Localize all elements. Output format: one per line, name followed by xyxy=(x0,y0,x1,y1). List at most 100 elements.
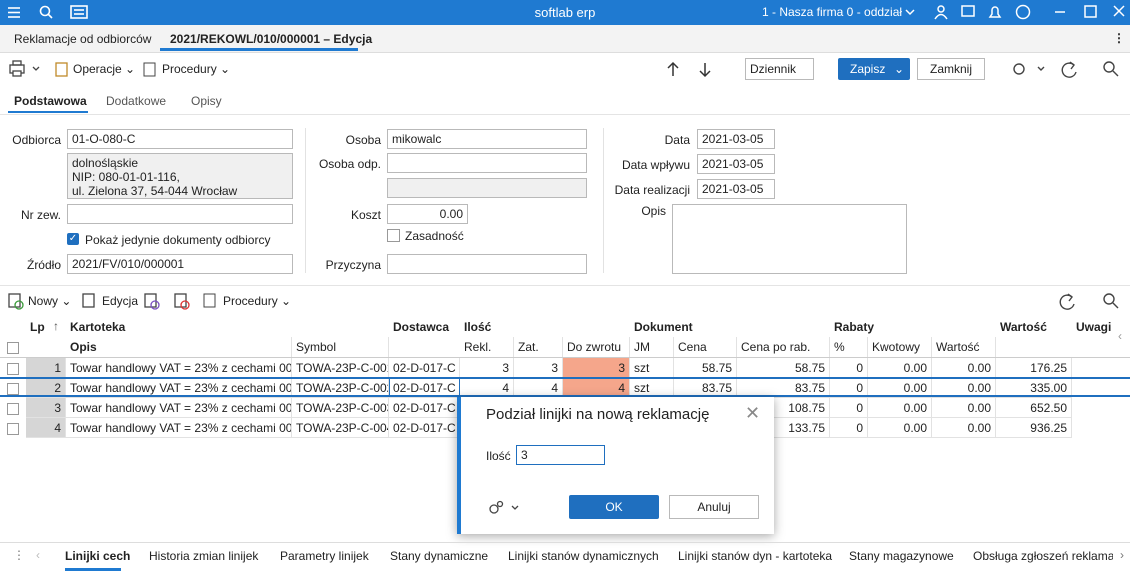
grid-toolbar-icons xyxy=(8,293,190,310)
table-cell: 133.75 xyxy=(737,418,830,438)
new-button[interactable]: Nowy ⌄ xyxy=(28,294,72,308)
table-cell: 108.75 xyxy=(737,398,830,418)
nav-arrows[interactable] xyxy=(666,60,716,78)
procedures-label: Procedury xyxy=(162,62,217,76)
address-line: ul. Zielona 37, 54-044 Wrocław xyxy=(72,184,238,198)
description-input[interactable] xyxy=(672,204,907,274)
checkbox[interactable] xyxy=(7,383,19,395)
bottom-tab[interactable]: Linijki stanów dyn - kartoteka xyxy=(678,549,833,563)
tabs-left[interactable]: ‹ xyxy=(36,548,40,562)
sort-icon[interactable]: ↑ xyxy=(53,319,59,333)
bottom-tab[interactable]: Parametry linijek xyxy=(280,549,369,563)
ok-button[interactable]: OK xyxy=(569,495,659,519)
person-resp-name xyxy=(387,178,587,198)
checkbox[interactable] xyxy=(7,363,19,375)
source-select[interactable]: 2021/FV/010/000001 xyxy=(67,254,293,274)
only-docs-label: Pokaż jedynie dokumenty odbiorcy xyxy=(85,233,271,247)
save-label: Zapisz xyxy=(850,62,886,76)
grid-procedures-button[interactable]: Procedury ⌄ xyxy=(223,294,292,308)
app-name: softlab erp xyxy=(534,5,596,20)
bottom-tab[interactable]: Obsługa zgłoszeń reklamacy xyxy=(973,549,1113,563)
bottom-tab-active[interactable]: Linijki cech xyxy=(65,549,131,563)
bottom-tab[interactable]: Stany dynamiczne xyxy=(390,549,489,563)
qty-input[interactable]: 3 xyxy=(516,445,605,465)
date-input[interactable]: 2021-03-05 xyxy=(697,129,775,149)
bottom-tab[interactable]: Stany magazynowe xyxy=(849,549,954,563)
address-line: dolnośląskie xyxy=(72,156,139,170)
cost-label: Koszt xyxy=(350,208,381,222)
procedures-button[interactable]: Procedury ⌄ xyxy=(162,62,231,76)
checkbox[interactable] xyxy=(7,403,19,415)
operations-label: Operacje xyxy=(73,62,122,76)
close-button[interactable]: Zamknij xyxy=(917,58,985,80)
edit-button[interactable]: Edycja xyxy=(102,294,139,308)
cell-focus xyxy=(389,377,460,397)
date-done-label: Data realizacji xyxy=(614,183,690,197)
doc-tab-active[interactable]: 2021/REKOWL/010/000001 – Edycja xyxy=(170,32,373,46)
divider xyxy=(305,128,306,273)
dialog-title: Podział linijki na nową reklamację xyxy=(486,406,710,423)
table-cell: Towar handlowy VAT = 23% z cechami 004 xyxy=(66,418,292,438)
column-group-header: Kartoteka xyxy=(70,320,126,334)
table-cell: 4 xyxy=(26,418,66,438)
column-group-header: Wartość xyxy=(1000,320,1047,334)
column-group-header: Dokument xyxy=(634,320,693,334)
table-cell: 83.75 xyxy=(737,378,830,398)
checkbox[interactable] xyxy=(7,342,19,354)
journal-label: Dziennik xyxy=(750,62,797,76)
date-received-label: Data wpływu xyxy=(621,158,690,172)
table-cell: 0 xyxy=(830,378,868,398)
row-selection xyxy=(0,377,1130,397)
cost-input[interactable]: 0.00 xyxy=(387,204,468,224)
bottom-tab[interactable]: Historia zmian linijek xyxy=(149,549,259,563)
column-group-header: Lp xyxy=(30,320,45,334)
cancel-button[interactable]: Anuluj xyxy=(669,495,759,519)
form-tab[interactable]: Dodatkowe xyxy=(106,94,167,108)
reason-select[interactable] xyxy=(387,254,587,274)
more-menu[interactable]: ⋮ xyxy=(1113,31,1125,45)
dialog-settings[interactable] xyxy=(487,499,523,517)
company-select[interactable]: 1 - Nasza firma 0 - oddział xyxy=(762,5,903,19)
column-header: JM xyxy=(630,337,674,357)
checkbox-checked[interactable]: ✓ xyxy=(67,233,79,245)
table-cell: 0.00 xyxy=(868,378,932,398)
table-cell: 0 xyxy=(830,398,868,418)
tabs-right[interactable]: › xyxy=(1120,548,1124,562)
person-select[interactable]: mikowalc xyxy=(387,129,587,149)
table-cell: TOWA-23P-C-003 xyxy=(292,398,389,418)
ext-no-input[interactable] xyxy=(67,204,293,224)
operations-button[interactable]: Operacje ⌄ xyxy=(73,62,136,76)
column-header: % xyxy=(830,337,868,357)
description-label: Opis xyxy=(641,204,666,218)
checkbox[interactable] xyxy=(387,229,400,242)
dialog-close[interactable]: ✕ xyxy=(745,403,761,423)
doc-tab[interactable]: Reklamacje od odbiorców xyxy=(14,32,152,46)
person-resp-select[interactable] xyxy=(387,153,587,173)
column-header: Kwotowy xyxy=(868,337,932,357)
date-received-input[interactable]: 2021-03-05 xyxy=(697,154,775,174)
grid-right-icons[interactable] xyxy=(1055,291,1125,311)
table-cell: 936.25 xyxy=(996,418,1072,438)
column-group-header: Uwagi xyxy=(1076,320,1112,334)
save-button[interactable]: Zapisz ⌄ xyxy=(838,58,910,80)
checkbox[interactable] xyxy=(7,423,19,435)
valid-label: Zasadność xyxy=(405,229,464,243)
tabs-menu[interactable]: ⋮ xyxy=(13,548,25,562)
table-cell: Towar handlowy VAT = 23% z cechami 002 xyxy=(66,378,292,398)
table-cell: 3 xyxy=(26,398,66,418)
column-header: Rekl. xyxy=(460,337,514,357)
table-cell: TOWA-23P-C-002 xyxy=(292,378,389,398)
form-tab[interactable]: Opisy xyxy=(191,94,222,108)
column-header: Symbol xyxy=(292,337,389,357)
scroll-left[interactable]: ‹ xyxy=(1118,329,1122,343)
date-label: Data xyxy=(664,133,690,147)
window-controls xyxy=(905,4,1125,20)
journal-select[interactable]: Dziennik ⌄ xyxy=(745,58,814,80)
toolbar-right-icons[interactable] xyxy=(1010,59,1125,79)
bottom-tab[interactable]: Linijki stanów dynamicznych xyxy=(508,549,659,563)
form-tab-active[interactable]: Podstawowa xyxy=(14,94,87,108)
table-cell: TOWA-23P-C-004 xyxy=(292,418,389,438)
recipient-select[interactable]: 01-O-080-C xyxy=(67,129,293,149)
date-done-input[interactable]: 2021-03-05 xyxy=(697,179,775,199)
